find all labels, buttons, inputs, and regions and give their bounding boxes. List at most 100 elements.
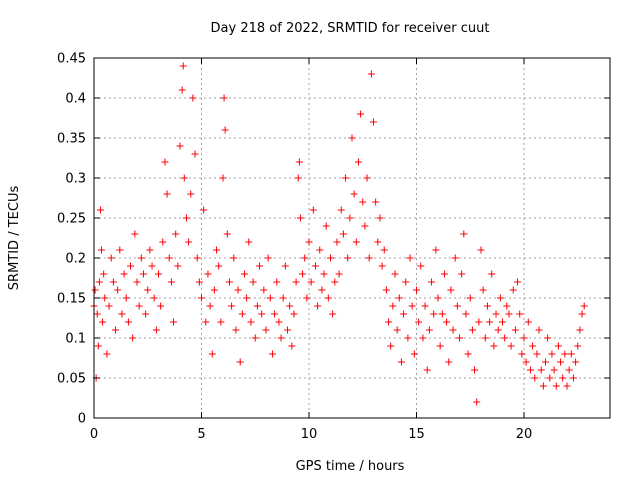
axis-ticks: 0 0.05 0.1 0.15 0.2 0.25 0.3 0.35 0.4 0.45 0 5 10 15 2…: [57, 52, 610, 442]
data-point: [148, 262, 156, 270]
data-point: [574, 342, 582, 350]
x-axis-label: GPS time / hours: [296, 459, 405, 474]
y-tick-label: 0.2: [65, 252, 86, 267]
data-point: [93, 310, 101, 318]
data-point: [458, 270, 466, 278]
data-point: [550, 366, 558, 374]
data-point: [249, 278, 257, 286]
data-point: [318, 286, 326, 294]
data-point: [544, 334, 552, 342]
data-point: [389, 302, 397, 310]
data-point: [142, 310, 150, 318]
data-point: [245, 238, 253, 246]
data-point: [146, 246, 154, 254]
data-point: [266, 294, 274, 302]
data-point: [299, 270, 307, 278]
data-point: [174, 262, 182, 270]
data-point: [127, 262, 135, 270]
data-point: [286, 302, 294, 310]
data-point: [311, 262, 319, 270]
data-point: [217, 318, 225, 326]
data-point: [320, 270, 328, 278]
data-point: [436, 342, 444, 350]
data-point: [159, 238, 167, 246]
data-point: [288, 342, 296, 350]
data-point: [434, 294, 442, 302]
data-point: [567, 350, 575, 358]
data-point: [514, 278, 522, 286]
data-point: [537, 366, 545, 374]
y-axis-label: SRMTID / TECUs: [7, 186, 22, 291]
data-point: [258, 310, 266, 318]
data-point: [208, 350, 216, 358]
data-point: [565, 366, 573, 374]
data-point: [114, 286, 122, 294]
data-point: [309, 206, 317, 214]
data-point: [400, 310, 408, 318]
data-point: [94, 342, 102, 350]
data-point: [294, 174, 302, 182]
data-point: [471, 366, 479, 374]
data-point: [152, 326, 160, 334]
data-point: [421, 302, 429, 310]
x-tick-label: 0: [90, 427, 98, 442]
data-point: [170, 318, 178, 326]
data-point: [206, 302, 214, 310]
data-point: [348, 134, 356, 142]
data-point: [505, 310, 513, 318]
data-point: [415, 318, 423, 326]
data-point: [253, 302, 261, 310]
data-point: [247, 318, 255, 326]
data-point: [137, 254, 145, 262]
data-point: [210, 286, 218, 294]
data-point: [466, 294, 474, 302]
data-point: [335, 270, 343, 278]
data-point: [221, 126, 229, 134]
data-point: [101, 294, 109, 302]
data-point: [337, 206, 345, 214]
data-point: [172, 230, 180, 238]
data-point: [531, 374, 539, 382]
data-point: [346, 214, 354, 222]
data-point: [331, 278, 339, 286]
data-point: [501, 334, 509, 342]
data-point: [234, 286, 242, 294]
data-point: [440, 270, 448, 278]
data-point: [223, 230, 231, 238]
x-tick-label: 20: [516, 427, 533, 442]
plot-frame: [93, 57, 611, 419]
data-point: [578, 310, 586, 318]
y-tick-label: 0.4: [65, 92, 86, 107]
data-point: [552, 382, 560, 390]
data-point: [165, 254, 173, 262]
data-point: [99, 318, 107, 326]
data-point: [453, 302, 461, 310]
data-point: [284, 326, 291, 334]
data-point: [296, 214, 304, 222]
y-tick-label: 0.45: [57, 52, 86, 67]
data-point: [329, 310, 337, 318]
data-point: [438, 310, 446, 318]
data-point: [273, 278, 281, 286]
data-point: [464, 350, 472, 358]
data-point: [406, 254, 414, 262]
data-point: [161, 158, 169, 166]
data-point: [374, 238, 382, 246]
data-point: [305, 238, 313, 246]
data-point: [456, 334, 463, 342]
y-tick-label: 0.05: [57, 372, 86, 387]
data-point: [260, 286, 268, 294]
data-point: [492, 310, 500, 318]
data-point: [561, 350, 569, 358]
data-point: [572, 358, 580, 366]
data-point: [98, 246, 106, 254]
data-point: [423, 366, 431, 374]
data-point: [359, 198, 367, 206]
data-point: [178, 86, 186, 94]
data-point: [342, 174, 350, 182]
data-point: [187, 190, 195, 198]
data-point: [103, 350, 111, 358]
data-point: [195, 278, 203, 286]
data-point: [251, 334, 259, 342]
data-point: [376, 214, 384, 222]
